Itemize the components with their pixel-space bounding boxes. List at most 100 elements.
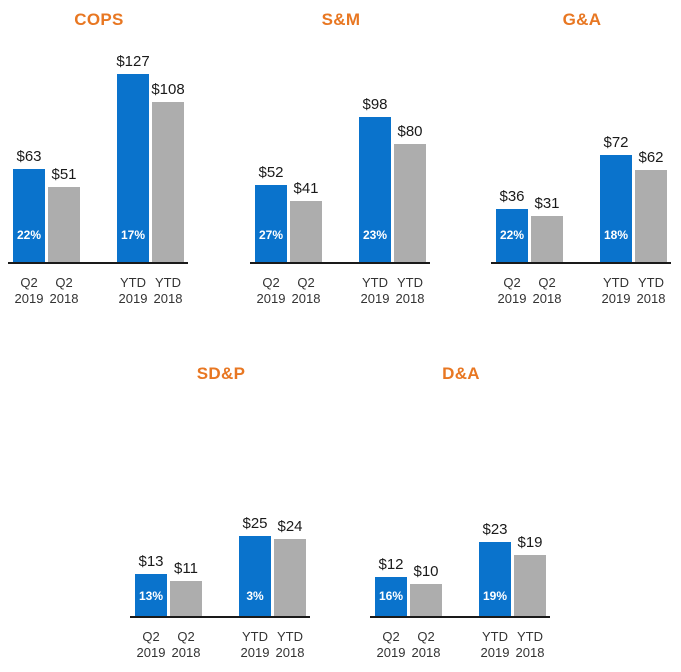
bar-value-label: $62 (638, 149, 664, 166)
x-axis-tick-label: Q2 2019 (369, 629, 413, 661)
bar-ytd-2019 (600, 155, 632, 262)
chart-title: D&A (442, 364, 480, 383)
tick-label-year: 2018 (515, 645, 545, 660)
bar-pct-label: 22% (16, 228, 42, 242)
bar-ytd-2018 (274, 539, 306, 616)
bar-value-label: $80 (397, 123, 423, 140)
tick-label-year: 2018 (275, 645, 305, 660)
bar-pct-label: 19% (482, 589, 508, 603)
tick-label-period: YTD (603, 275, 629, 290)
tick-label-period: Q2 (538, 275, 556, 290)
bar-q2-2019 (255, 185, 287, 262)
tick-label-year: 2019 (360, 291, 390, 306)
bar-ytd-2018 (152, 102, 184, 262)
tick-label-year: 2019 (497, 291, 527, 306)
x-axis: Q2 2019 Q2 2018 YTD 2019 YTD 2018 (130, 629, 312, 667)
chart-s-m: S&M $52 27% $41 $98 23% $80 Q2 2019 Q2 2018 YTD 2019… (250, 8, 432, 313)
tick-label-year: 2018 (411, 645, 441, 660)
tick-label-period: YTD (638, 275, 664, 290)
x-axis-tick-label: YTD 2018 (268, 629, 312, 661)
bar-value-label: $51 (51, 166, 77, 183)
x-axis-tick-label: YTD 2019 (353, 275, 397, 307)
tick-label-period: Q2 (297, 275, 315, 290)
bar-q2-2018 (290, 201, 322, 262)
x-axis: Q2 2019 Q2 2018 YTD 2019 YTD 2018 (491, 275, 673, 313)
bar-value-label: $72 (603, 134, 629, 151)
tick-label-period: Q2 (55, 275, 73, 290)
bar-pct-label: 3% (246, 589, 264, 603)
bar-ytd-2019 (117, 74, 149, 262)
chart-title: COPS (74, 10, 124, 29)
x-axis-tick-label: YTD 2019 (111, 275, 155, 307)
tick-label-year: 2018 (153, 291, 183, 306)
tick-label-period: Q2 (142, 629, 160, 644)
tick-label-year: 2019 (136, 645, 166, 660)
tick-label-period: YTD (397, 275, 423, 290)
bar-pct-label: 16% (378, 589, 404, 603)
tick-label-year: 2019 (480, 645, 510, 660)
bar-value-label: $98 (362, 96, 388, 113)
x-axis-tick-label: Q2 2018 (525, 275, 569, 307)
x-axis-tick-label: Q2 2018 (284, 275, 328, 307)
bar-value-label: $12 (378, 556, 404, 573)
bar-q2-2018 (531, 216, 563, 262)
tick-label-period: YTD (277, 629, 303, 644)
chart-sd-p: SD&P $13 13% $11 $25 3% $24 Q2 2019 Q2 2018 YTD 2019… (130, 362, 312, 667)
tick-label-year: 2019 (240, 645, 270, 660)
x-axis-tick-label: Q2 2019 (7, 275, 51, 307)
tick-label-year: 2018 (636, 291, 666, 306)
plot-area: $13 13% $11 $25 3% $24 (130, 394, 310, 618)
tick-label-period: Q2 (262, 275, 280, 290)
bar-value-label: $23 (482, 521, 508, 538)
bar-q2-2018 (410, 584, 442, 616)
x-axis-tick-label: YTD 2018 (146, 275, 190, 307)
tick-label-year: 2019 (601, 291, 631, 306)
tick-label-year: 2018 (291, 291, 321, 306)
plot-area: $63 22% $51 $127 17% $108 (8, 40, 188, 264)
plot-area: $52 27% $41 $98 23% $80 (250, 40, 430, 264)
tick-label-year: 2018 (49, 291, 79, 306)
bar-pct-label: 18% (603, 228, 629, 242)
bar-value-label: $10 (413, 563, 439, 580)
tick-label-period: YTD (120, 275, 146, 290)
bar-value-label: $24 (277, 518, 303, 535)
chart-cops: COPS $63 22% $51 $127 17% $108 Q2 2019 Q2 2018 YTD 2… (8, 8, 190, 313)
chart-title: S&M (321, 10, 361, 29)
x-axis: Q2 2019 Q2 2018 YTD 2019 YTD 2018 (8, 275, 190, 313)
bar-q2-2018 (170, 581, 202, 616)
tick-label-period: Q2 (503, 275, 521, 290)
bar-pct-label: 13% (138, 589, 164, 603)
bar-q2-2019 (13, 169, 45, 262)
tick-label-year: 2018 (532, 291, 562, 306)
bar-value-label: $11 (174, 560, 198, 577)
x-axis: Q2 2019 Q2 2018 YTD 2019 YTD 2018 (250, 275, 432, 313)
tick-label-year: 2019 (376, 645, 406, 660)
chart-g-a: G&A $36 22% $31 $72 18% $62 Q2 2019 Q2 2018 YTD 2019… (491, 8, 673, 313)
x-axis-tick-label: Q2 2018 (42, 275, 86, 307)
tick-label-year: 2018 (395, 291, 425, 306)
tick-label-year: 2019 (14, 291, 44, 306)
x-axis-tick-label: Q2 2019 (249, 275, 293, 307)
x-axis-tick-label: YTD 2019 (473, 629, 517, 661)
tick-label-period: YTD (517, 629, 543, 644)
x-axis-tick-label: YTD 2019 (233, 629, 277, 661)
chart-title: SD&P (196, 364, 246, 383)
x-axis-tick-label: Q2 2019 (129, 629, 173, 661)
bar-ytd-2019 (359, 117, 391, 262)
plot-area: $36 22% $31 $72 18% $62 (491, 40, 671, 264)
plot-area: $12 16% $10 $23 19% $19 (370, 394, 550, 618)
tick-label-period: YTD (482, 629, 508, 644)
x-axis-tick-label: Q2 2019 (490, 275, 534, 307)
bar-value-label: $52 (258, 164, 284, 181)
bar-ytd-2019 (479, 542, 511, 616)
tick-label-year: 2018 (171, 645, 201, 660)
bar-q2-2018 (48, 187, 80, 262)
bar-ytd-2018 (635, 170, 667, 262)
bar-pct-label: 27% (258, 228, 284, 242)
bar-pct-label: 17% (120, 228, 146, 242)
bar-value-label: $36 (499, 188, 525, 205)
x-axis-tick-label: YTD 2018 (629, 275, 673, 307)
tick-label-period: YTD (362, 275, 388, 290)
bar-value-label: $13 (138, 553, 164, 570)
